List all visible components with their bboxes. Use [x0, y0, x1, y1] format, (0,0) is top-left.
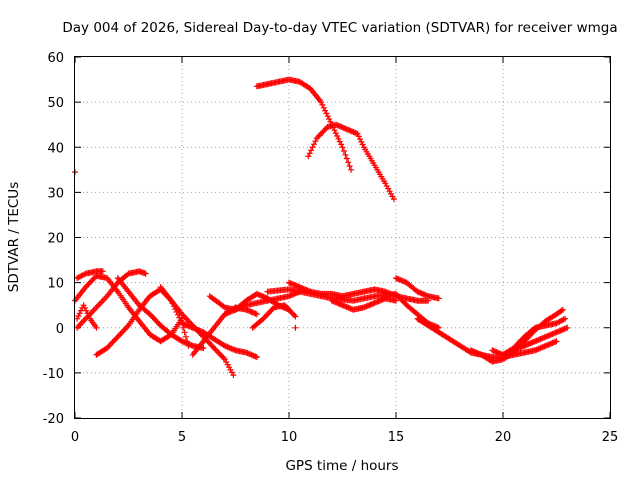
- data-points: [72, 76, 571, 379]
- series-track-low-19: [489, 324, 571, 358]
- data-point: [292, 313, 299, 320]
- chart-title: Day 004 of 2026, Sidereal Day-to-day VTE…: [62, 20, 617, 36]
- data-point: [142, 270, 149, 277]
- data-point: [559, 306, 566, 313]
- data-point: [177, 317, 184, 324]
- y-tick-label: 60: [47, 51, 64, 66]
- data-point: [253, 354, 260, 361]
- data-point: [358, 138, 365, 145]
- series-track-low-9: [179, 320, 260, 361]
- plot-frame: [74, 56, 611, 419]
- data-point: [435, 295, 442, 302]
- data-point: [348, 166, 355, 173]
- data-point: [562, 315, 569, 322]
- data-point: [81, 271, 88, 278]
- series-track-low-16: [393, 275, 442, 302]
- data-point: [326, 116, 333, 122]
- data-point: [355, 133, 362, 140]
- tick-labels: 0 5 10 15 20 25 -20 -10 0 10 20 30 40 50 60: [43, 51, 619, 445]
- data-point: [338, 141, 345, 148]
- grid: [75, 57, 610, 418]
- data-point: [76, 310, 83, 317]
- data-point: [323, 110, 330, 117]
- data-point: [553, 338, 560, 345]
- x-tick-label: 20: [495, 430, 512, 445]
- data-point: [74, 315, 81, 322]
- series-track-low-2: [74, 268, 106, 282]
- data-point: [343, 155, 350, 162]
- data-point: [393, 297, 399, 304]
- data-point: [558, 307, 565, 314]
- data-point: [318, 99, 325, 106]
- data-point: [359, 141, 366, 148]
- data-point: [312, 138, 319, 145]
- data-point: [322, 107, 329, 114]
- data-point: [81, 304, 88, 311]
- y-tick-label: 10: [47, 277, 64, 292]
- y-tick-label: 0: [56, 322, 64, 337]
- data-point: [564, 324, 571, 331]
- data-point: [200, 345, 207, 352]
- data-point: [78, 307, 84, 314]
- data-point: [354, 130, 361, 137]
- data-point: [253, 311, 260, 318]
- y-tick-label: -10: [43, 367, 64, 382]
- data-point: [340, 148, 347, 154]
- series-track-low-12: [221, 288, 303, 318]
- y-tick-label: 40: [47, 141, 64, 156]
- data-point: [80, 302, 87, 309]
- x-tick-label: 0: [71, 430, 79, 445]
- x-tick-label: 15: [388, 430, 405, 445]
- data-point: [83, 307, 90, 314]
- series-track-low-11: [249, 302, 299, 331]
- data-point: [345, 159, 352, 166]
- data-point: [305, 153, 312, 160]
- series-track-low-18: [467, 306, 566, 365]
- data-point: [333, 121, 340, 128]
- data-point: [334, 133, 341, 139]
- y-tick-label: 30: [47, 186, 64, 201]
- data-point: [292, 324, 299, 331]
- x-tick-label: 5: [178, 430, 186, 445]
- series-track-high-2: [305, 121, 397, 203]
- series-track-low-3: [74, 302, 100, 331]
- series-track-low-20: [500, 315, 569, 358]
- data-point: [306, 150, 313, 157]
- x-axis-label: GPS time / hours: [285, 458, 398, 474]
- data-point: [320, 104, 327, 111]
- x-tick-label: 25: [602, 430, 619, 445]
- data-point: [308, 147, 315, 154]
- data-point: [357, 136, 363, 143]
- data-point: [75, 313, 82, 319]
- data-point: [339, 144, 346, 151]
- data-point: [93, 324, 100, 331]
- data-point: [230, 372, 237, 379]
- y-tick-label: -20: [43, 412, 64, 427]
- data-point: [331, 127, 338, 134]
- x-tick-label: 10: [281, 430, 298, 445]
- data-point: [332, 130, 339, 137]
- data-point: [99, 268, 106, 275]
- data-point: [182, 333, 189, 340]
- y-tick-label: 20: [47, 232, 64, 247]
- data-point: [336, 138, 343, 145]
- y-tick-label: 50: [47, 96, 64, 111]
- y-axis-label: SDTVAR / TECUs: [6, 182, 22, 292]
- data-point: [335, 135, 342, 142]
- data-point: [342, 151, 349, 158]
- data-point: [390, 196, 397, 203]
- series-track-low-14: [264, 286, 442, 331]
- data-point: [324, 113, 331, 120]
- data-point: [181, 329, 188, 336]
- data-point: [309, 144, 316, 151]
- series-track-low-15: [328, 295, 399, 313]
- data-point: [346, 163, 353, 170]
